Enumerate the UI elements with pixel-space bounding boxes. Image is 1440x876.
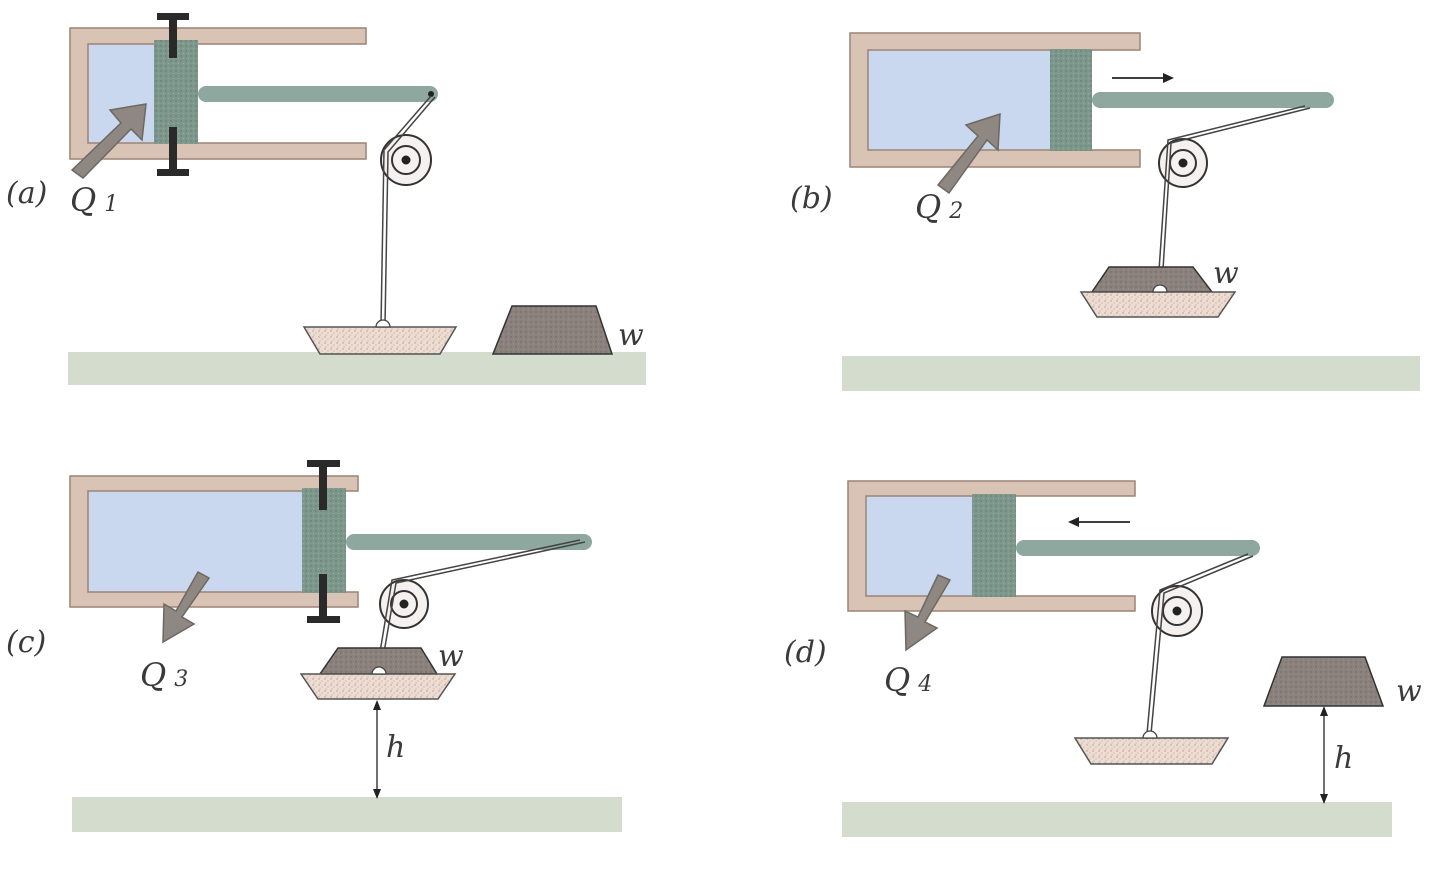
heat-arrow — [162, 570, 211, 644]
pulley — [380, 134, 432, 186]
rope — [376, 539, 581, 671]
cylinder-wall — [849, 32, 1141, 168]
panel-label: (c) — [6, 625, 46, 660]
ground — [72, 797, 622, 832]
height-indicator — [373, 700, 381, 799]
heat-arrow — [936, 112, 1001, 195]
piston — [972, 494, 1016, 597]
cylinder-gas — [866, 493, 974, 597]
piston-rod — [346, 534, 592, 550]
weight — [1262, 656, 1385, 707]
motion-arrow-right — [1112, 73, 1174, 83]
rope — [380, 95, 432, 326]
stop-top — [157, 13, 189, 58]
ground — [842, 802, 1392, 837]
pulley — [379, 579, 429, 629]
height-label: h — [1334, 741, 1353, 776]
pan — [1073, 737, 1230, 765]
weight-label: w — [438, 639, 464, 674]
motion-arrow-left — [1068, 517, 1130, 527]
weight-label: w — [1396, 674, 1422, 709]
pan — [299, 673, 457, 700]
piston — [1050, 49, 1092, 151]
weight-label: w — [1213, 256, 1239, 291]
panel-label: (d) — [784, 635, 827, 670]
heat-arrow — [70, 103, 147, 179]
weight-label: w — [618, 318, 644, 353]
piston-rod — [1092, 92, 1334, 108]
stop-bottom — [157, 127, 189, 176]
height-indicator — [1320, 706, 1328, 804]
weight — [1090, 266, 1214, 293]
stop-top — [307, 460, 340, 510]
rope — [1157, 105, 1306, 286]
pan — [302, 326, 458, 355]
stop-bottom — [307, 574, 340, 623]
cylinder-gas — [866, 45, 1052, 151]
height-label: h — [386, 730, 405, 765]
pan — [1079, 291, 1237, 318]
rod-pin — [428, 91, 434, 97]
ground — [842, 356, 1420, 391]
piston-rod — [198, 86, 438, 102]
rope — [1146, 553, 1249, 735]
piston-rod — [1016, 540, 1260, 556]
heat-arrow — [904, 574, 952, 652]
panel-label: (b) — [790, 181, 833, 216]
panel-label: (a) — [6, 176, 47, 211]
weight — [491, 305, 614, 355]
cylinder-wall — [847, 480, 1136, 612]
ground — [68, 352, 646, 385]
